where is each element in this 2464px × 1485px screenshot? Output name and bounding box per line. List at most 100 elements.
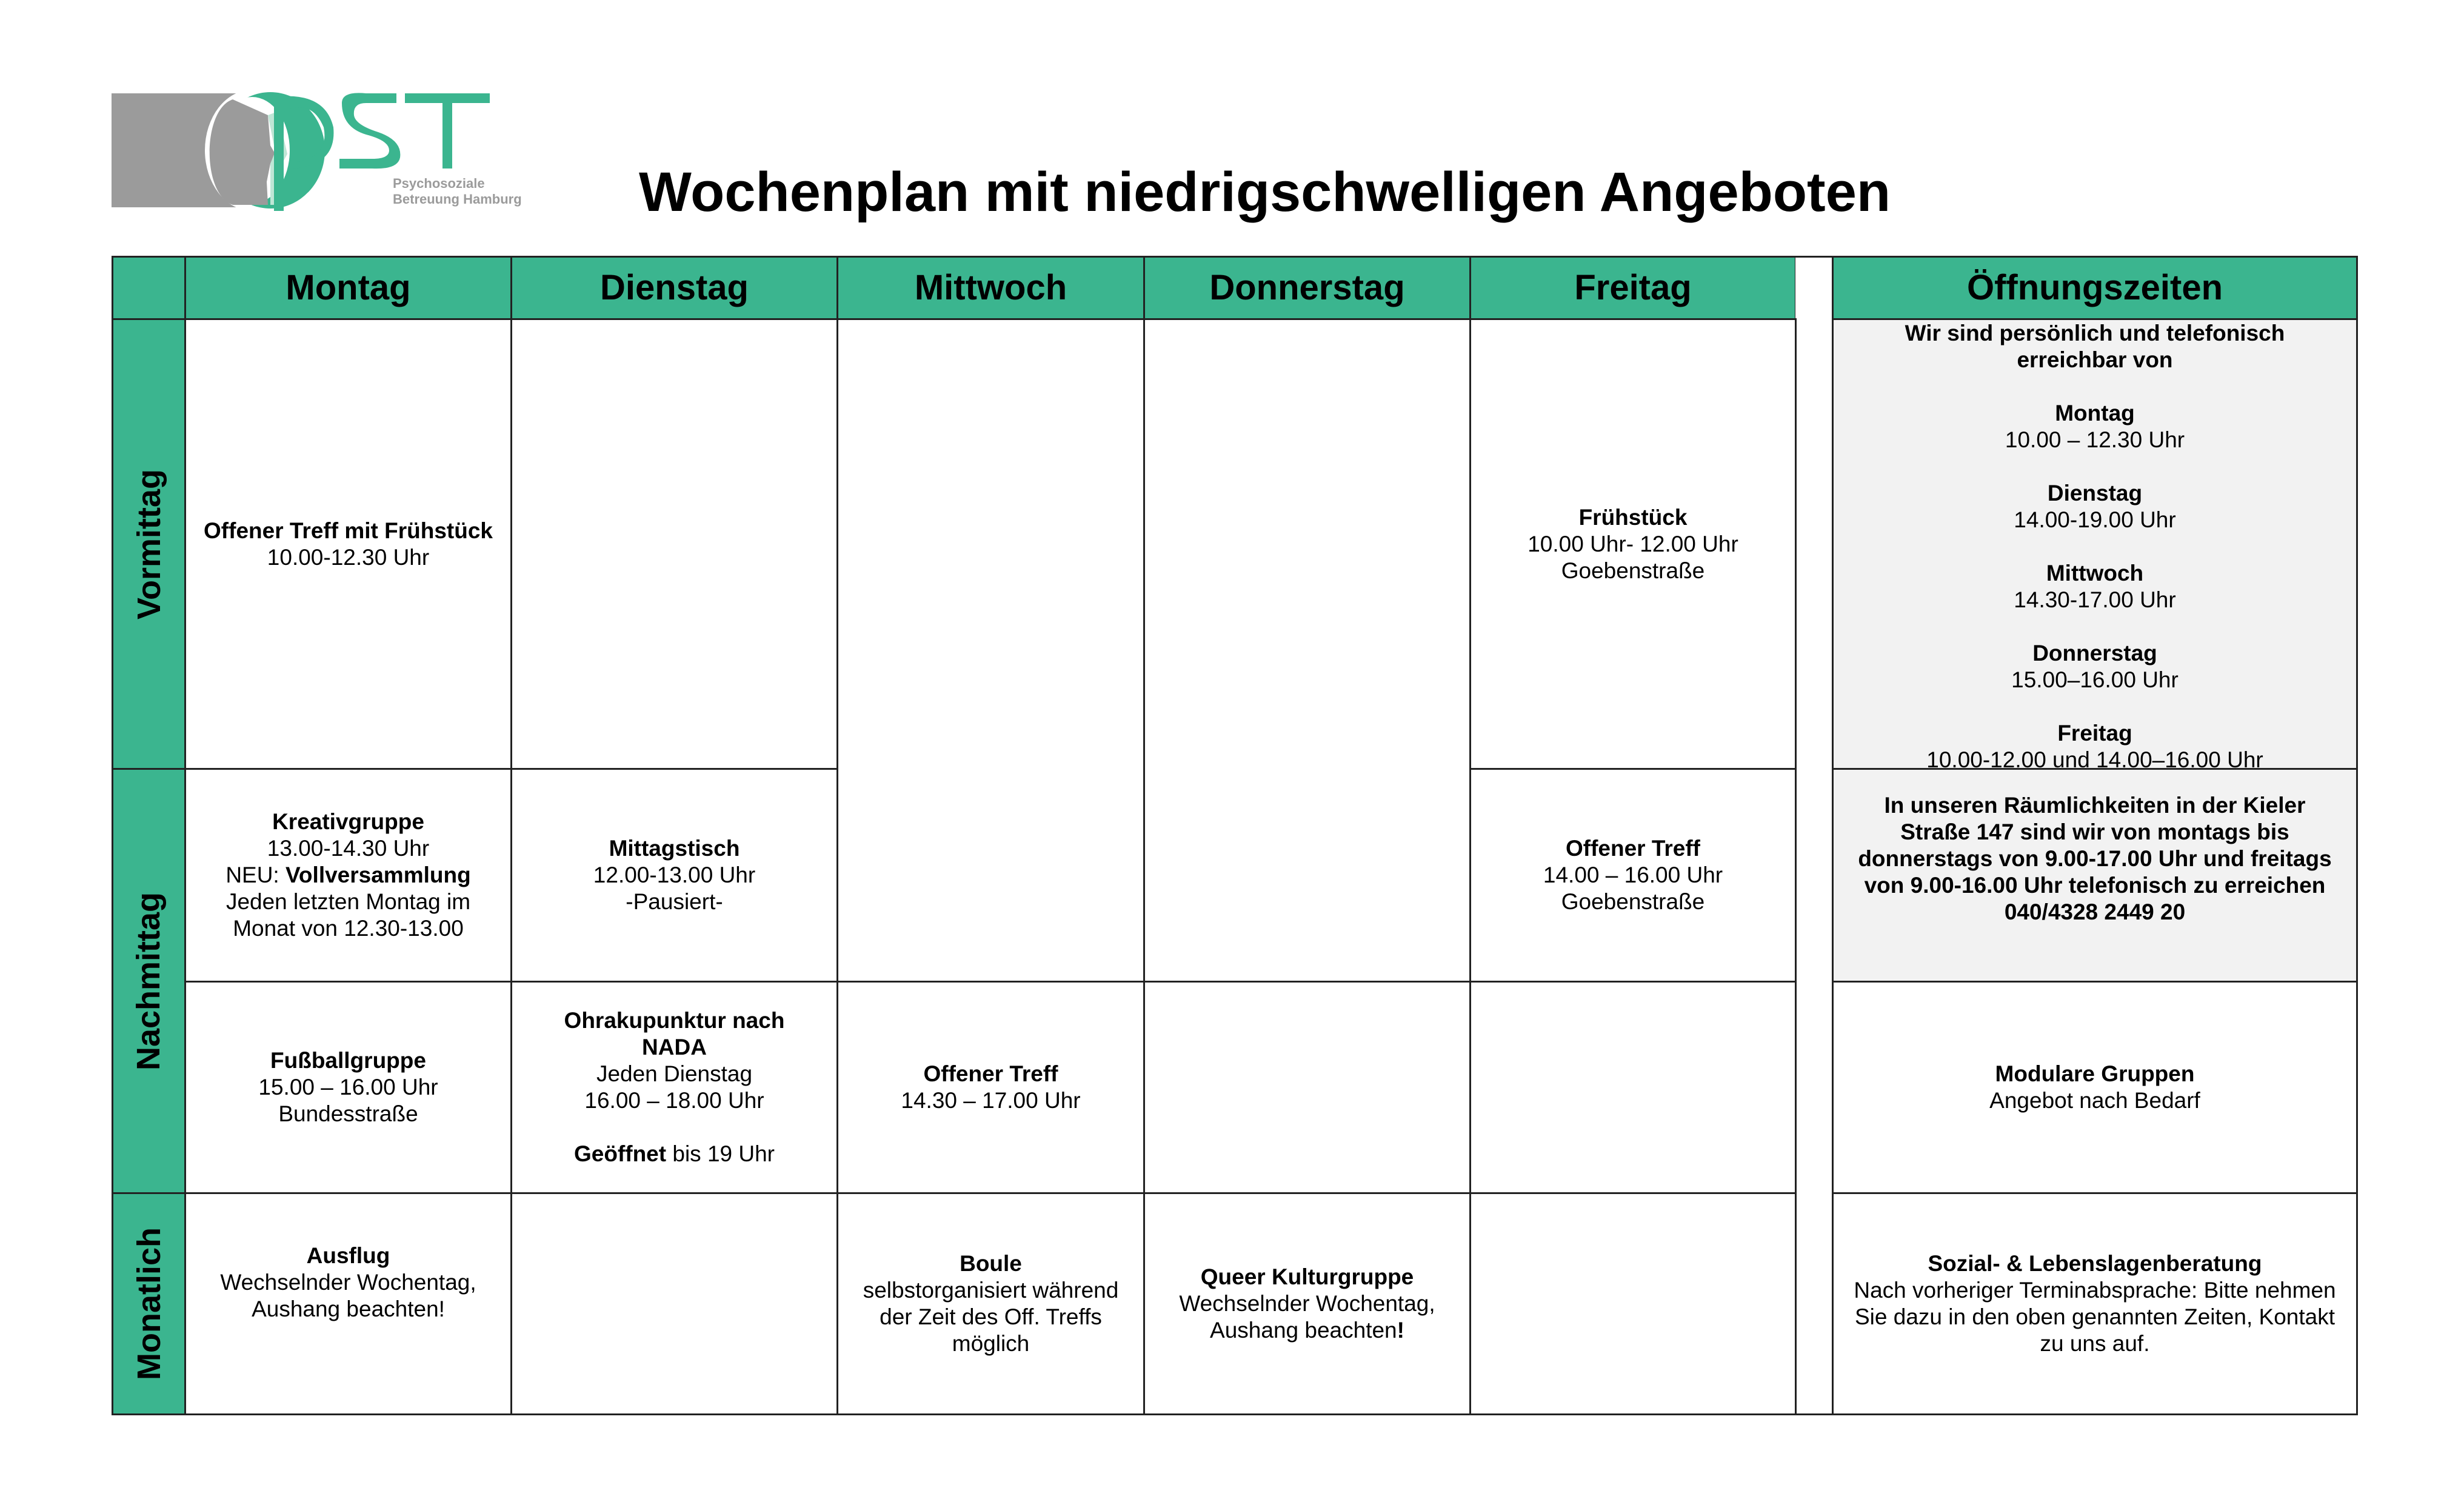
cell-line: Offener Treff mit Frühstück (204, 518, 493, 544)
cell-text: 16.00 – 18.00 Uhr (584, 1088, 764, 1113)
cell-text: NEU: (225, 863, 285, 887)
header-donnerstag: Donnerstag (1143, 256, 1471, 320)
cell-line: 14.30 – 17.00 Uhr (901, 1087, 1080, 1114)
cell-line: Modulare Gruppen (1995, 1061, 2195, 1087)
cell-text-bold: Dienstag (2047, 481, 2143, 506)
cell-text: Monat von 12.30-13.00 (233, 916, 464, 941)
cell-dienstag-monatlich (510, 1192, 838, 1415)
cell-line: NEU: Vollversammlung (225, 862, 470, 889)
cell-text-bold: Offener Treff (923, 1061, 1058, 1086)
cell-line: Angebot nach Bedarf (1989, 1087, 2200, 1114)
cell-text: Aushang beachten! (252, 1296, 445, 1321)
cell-text: Bundesstraße (278, 1101, 418, 1126)
cell-text-bold: Wir sind persönlich und telefonisch (1905, 321, 2285, 345)
row-label-text: Monatlich (130, 1227, 167, 1380)
cell-line: Frühstück (1579, 504, 1688, 531)
cell-text: 13.00-14.30 Uhr (267, 836, 430, 861)
header-freitag: Freitag (1469, 256, 1797, 320)
cell-line: Jeden Dienstag (596, 1061, 752, 1087)
cell-line: Mittagstisch (609, 835, 740, 862)
cell-line: Fußballgruppe (270, 1047, 426, 1074)
cell-text: der Zeit des Off. Treffs (880, 1304, 1102, 1329)
cell-oeffnungszeiten-raeume: In unseren Räumlichkeiten in der Kieler S… (1832, 768, 2358, 983)
cell-line: Sie dazu in den oben genannten Zeiten, K… (1855, 1304, 2335, 1330)
cell-text-bold: NADA (642, 1035, 707, 1060)
cell-montag-vormittag: Offener Treff mit Frühstück 10.00-12.30 U… (184, 318, 512, 770)
cell-text: Sie dazu in den oben genannten Zeiten, K… (1855, 1304, 2335, 1329)
cell-text: möglich (952, 1331, 1030, 1356)
cell-text: Angebot nach Bedarf (1989, 1088, 2200, 1113)
row-label-monatlich: Monatlich (112, 1192, 186, 1415)
cell-line: Jeden letzten Montag im (226, 889, 470, 915)
cell-montag-nachmittag-1: Kreativgruppe 13.00-14.30 Uhr NEU: Vollver… (184, 768, 512, 983)
cell-line: Bundesstraße (278, 1101, 418, 1127)
cell-mittwoch-nachmittag-2: Offener Treff 14.30 – 17.00 Uhr (836, 981, 1145, 1194)
cell-line: selbstorganisiert während (863, 1277, 1119, 1304)
cell-line: 10.00 Uhr- 12.00 Uhr (1527, 531, 1738, 558)
cell-text-bold: Mittwoch (2046, 561, 2144, 586)
cell-text: -Pausiert- (626, 889, 723, 914)
cell-mittwoch-monatlich: Boule selbstorganisiert während der Zeit d… (836, 1192, 1145, 1415)
cell-oeffnungszeiten-telefon: Wir sind persönlich und telefonisch errei… (1832, 318, 2358, 770)
cell-text-bold: Vollversammlung (285, 863, 471, 887)
cell-text: 14.00-19.00 Uhr (2014, 507, 2176, 532)
pst-logo (112, 91, 490, 211)
cell-line: Goebenstraße (1561, 558, 1705, 584)
cell-text-bold: von 9.00-16.00 Uhr telefonisch zu erreic… (1864, 873, 2326, 898)
cell-text-bold: In unseren Räumlichkeiten in der Kieler (1884, 793, 2306, 818)
cell-line: donnerstags von 9.00-17.00 Uhr und freit… (1858, 846, 2331, 872)
cell-freitag-monatlich (1469, 1192, 1797, 1415)
cell-text-bold: Frühstück (1578, 504, 1688, 530)
cell-line: der Zeit des Off. Treffs (880, 1304, 1102, 1330)
cell-text-bold: Offener Treff mit Frühstück (204, 518, 493, 543)
cell-text-bold: Ohrakupunktur nach (564, 1008, 785, 1033)
cell-dienstag-nachmittag-1: Mittagstisch 12.00-13.00 Uhr -Pausiert- (510, 768, 838, 983)
cell-text: 14.00 – 16.00 Uhr (1543, 863, 1723, 887)
header-corner (112, 256, 186, 320)
cell-text-bold: Queer Kulturgruppe (1200, 1264, 1414, 1289)
cell-text: bis 19 Uhr (666, 1141, 775, 1166)
cell-text: 10.00 – 12.30 Uhr (2005, 427, 2185, 452)
cell-line: Offener Treff (1566, 835, 1700, 862)
cell-text: 10.00-12.00 und 14.00–16.00 Uhr (1926, 747, 2263, 770)
cell-text-bold: Freitag (2057, 721, 2132, 746)
cell-line: 10.00-12.00 und 14.00–16.00 Uhr (1926, 747, 2263, 770)
cell-line: erreichbar von (2017, 347, 2172, 373)
cell-montag-nachmittag-2: Fußballgruppe 15.00 – 16.00 Uhr Bundesstra… (184, 981, 512, 1194)
cell-line: zu uns auf. (2040, 1330, 2149, 1357)
cell-text: Goebenstraße (1561, 889, 1705, 914)
cell-text: zu uns auf. (2040, 1331, 2150, 1356)
cell-text: Aushang beachten (1210, 1318, 1397, 1343)
cell-text: Goebenstraße (1561, 558, 1705, 583)
cell-line: Wechselnder Wochentag, (1179, 1290, 1435, 1317)
header-montag: Montag (184, 256, 512, 320)
cell-line: Wechselnder Wochentag, (220, 1269, 476, 1296)
logo-text: Psychosoziale Betreuung Hamburg (393, 176, 522, 207)
cell-line: Dienstag (2048, 480, 2142, 507)
cell-text-bold: ! (1397, 1318, 1404, 1343)
cell-text: Jeden letzten Montag im (225, 889, 471, 914)
cell-line: 10.00 – 12.30 Uhr (2005, 427, 2185, 453)
cell-line: 14.00 – 16.00 Uhr (1543, 862, 1723, 889)
cell-text-bold: Modulare Gruppen (1995, 1061, 2195, 1086)
header-dienstag: Dienstag (510, 256, 838, 320)
cell-line: Ohrakupunktur nach (564, 1007, 785, 1034)
cell-line: Straße 147 sind wir von montags bis (1900, 819, 2289, 846)
cell-text: Nach vorheriger Terminabsprache: Bitte n… (1854, 1278, 2336, 1303)
cell-text: 15.00 – 16.00 Uhr (258, 1075, 438, 1100)
row-label-nachmittag: Nachmittag (112, 768, 186, 1194)
cell-text-bold: Straße 147 sind wir von montags bis (1900, 819, 2289, 844)
row-label-vormittag: Vormittag (112, 318, 186, 770)
cell-sozialberatung: Sozial- & Lebenslagenberatung Nach vorher… (1832, 1192, 2358, 1415)
cell-line: 15.00 – 16.00 Uhr (258, 1074, 438, 1101)
cell-line: Sozial- & Lebenslagenberatung (1928, 1250, 2262, 1277)
cell-text: 10.00-12.30 Uhr (267, 544, 430, 570)
cell-freitag-vormittag: Frühstück 10.00 Uhr- 12.00 Uhr Goebenstraß… (1469, 318, 1797, 770)
cell-text: 14.30-17.00 Uhr (2014, 587, 2176, 612)
spacer-column (1795, 256, 1834, 1415)
cell-mittwoch-vormittag-nachmittag (836, 318, 1145, 983)
cell-dienstag-nachmittag-2: Ohrakupunktur nach NADA Jeden Dienstag 16.0… (510, 981, 838, 1194)
cell-line: 14.30-17.00 Uhr (2014, 587, 2175, 613)
logo-line-2: Betreuung Hamburg (393, 192, 522, 207)
cell-text-bold: Fußballgruppe (270, 1048, 426, 1073)
